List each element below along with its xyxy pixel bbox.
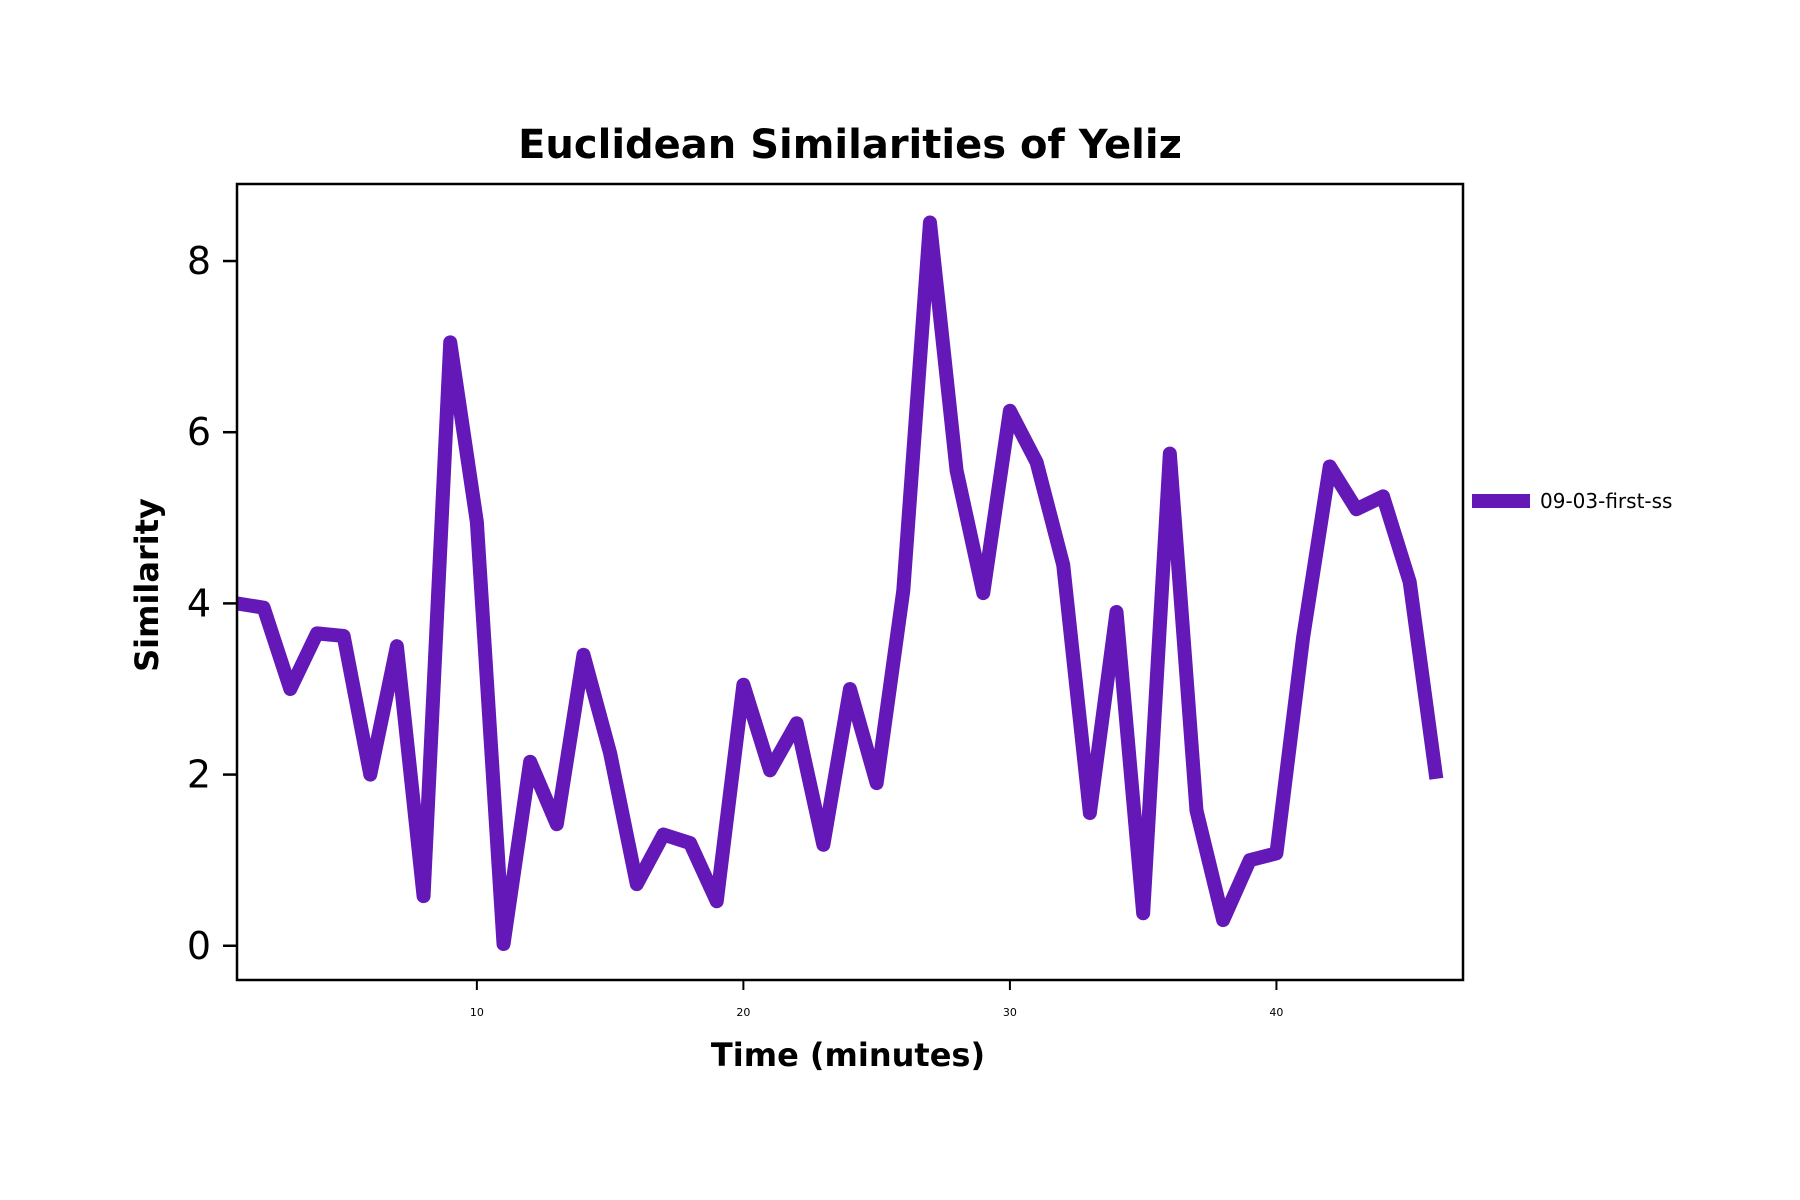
plot-area [237,215,1444,952]
series-line-0 [237,215,1444,952]
plot-frame [235,182,1465,982]
y-axis: 0 2 4 6 8 [187,239,237,968]
y-tick-label: 8 [187,239,211,283]
y-axis-label: Similarity [128,498,166,672]
x-axis: 10 20 30 40 [470,980,1283,1019]
y-tick-label: 6 [187,410,211,454]
y-tick-label: 4 [187,581,211,625]
legend: 09-03-first-ss [1472,489,1672,513]
x-axis-label: Time (minutes) [711,1036,985,1074]
x-tick-label: 10 [470,1006,484,1019]
x-tick-label: 30 [1003,1006,1017,1019]
x-tick-label: 40 [1269,1006,1283,1019]
x-tick-label: 20 [736,1006,750,1019]
legend-label: 09-03-first-ss [1540,489,1672,513]
chart-title: Euclidean Similarities of Yeliz [518,122,1182,168]
y-tick-label: 0 [187,924,211,968]
y-tick-label: 2 [187,753,211,797]
